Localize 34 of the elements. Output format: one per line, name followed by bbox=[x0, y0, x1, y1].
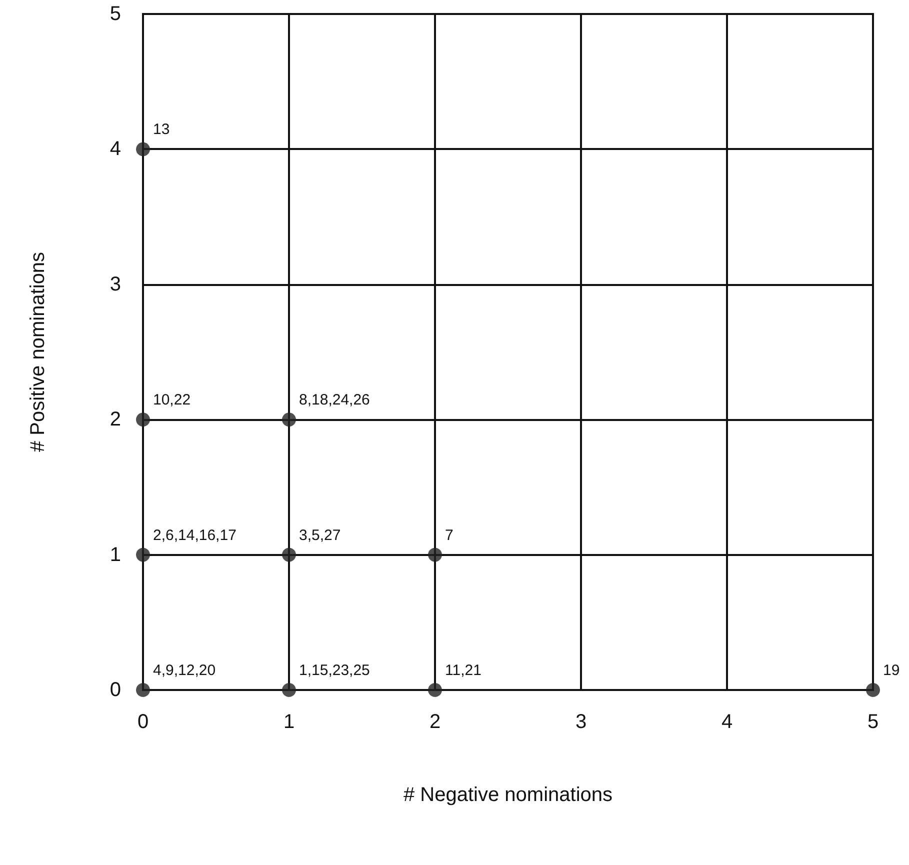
annotation: 3,5,27 bbox=[299, 526, 341, 544]
annotation: 10,22 bbox=[153, 392, 191, 409]
x-tick-label: 0 bbox=[137, 711, 149, 733]
y-tick-label: 5 bbox=[110, 3, 121, 25]
point bbox=[136, 412, 150, 427]
annotation: 11,21 bbox=[445, 662, 482, 679]
y-tick-label: 0 bbox=[110, 679, 121, 701]
x-tick-label: 1 bbox=[283, 711, 295, 733]
point bbox=[282, 412, 296, 427]
annotation: 8,18,24,26 bbox=[299, 392, 370, 409]
x-tick-label: 4 bbox=[721, 711, 733, 733]
point bbox=[136, 683, 150, 697]
annotation: 1,15,23,25 bbox=[299, 662, 370, 679]
annotation: 19 bbox=[883, 662, 900, 679]
y-tick-label: 1 bbox=[110, 544, 121, 566]
annotation: 7 bbox=[445, 526, 454, 544]
x-tick-label: 5 bbox=[867, 711, 879, 733]
x-tick-label: 3 bbox=[575, 711, 587, 733]
annotation: 13 bbox=[153, 121, 170, 138]
annotation: 2,6,14,16,17 bbox=[153, 526, 236, 544]
y-tick-label: 3 bbox=[110, 273, 121, 296]
y-axis-title: # Positive nominations bbox=[27, 252, 49, 452]
annotation: 4,9,12,20 bbox=[153, 662, 216, 679]
point bbox=[282, 683, 296, 697]
point bbox=[866, 683, 880, 697]
y-tick-label: 2 bbox=[110, 408, 121, 431]
y-tick-label: 4 bbox=[110, 138, 121, 160]
x-axis-title: # Negative nominations bbox=[403, 784, 613, 806]
point bbox=[136, 548, 150, 562]
point bbox=[428, 683, 442, 697]
x-tick-label: 2 bbox=[429, 711, 441, 733]
point bbox=[428, 548, 442, 562]
point bbox=[282, 548, 296, 562]
point bbox=[136, 142, 150, 156]
